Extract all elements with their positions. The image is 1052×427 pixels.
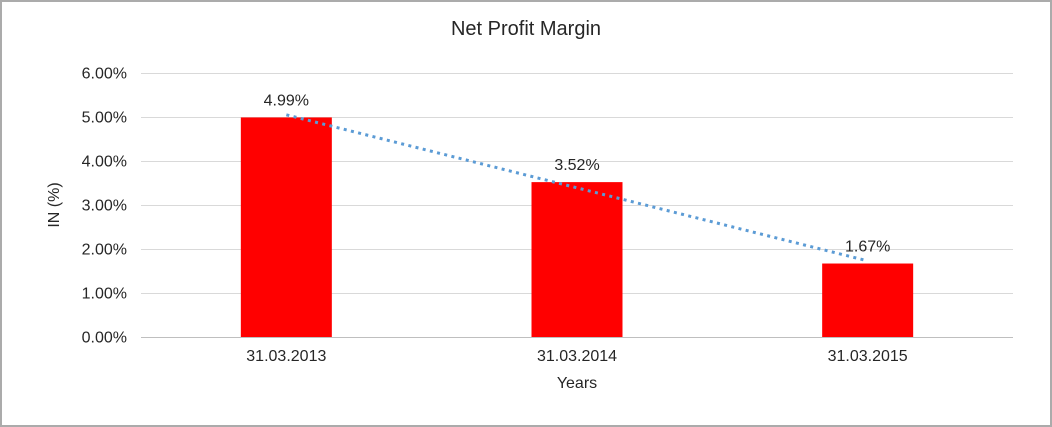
y-tick-label: 3.00% [82,198,127,215]
x-axis-title: Years [556,375,598,392]
x-category-label: 31.03.2013 [246,348,326,365]
bar [531,182,623,337]
bar [240,117,332,337]
bar [822,263,914,337]
x-category-label: 31.03.2015 [828,348,908,365]
y-tick-label: 4.00% [82,154,127,171]
chart-title: Net Profit Margin [450,18,602,40]
bar-data-label: 1.67% [845,239,890,256]
bar-data-label: 4.99% [264,92,309,109]
y-tick-label: 0.00% [82,330,127,347]
y-tick-label: 1.00% [82,286,127,303]
y-tick-label: 6.00% [82,66,127,83]
y-tick-label: 2.00% [82,242,127,259]
y-tick-label: 5.00% [82,110,127,127]
bar-data-label: 3.52% [554,157,599,174]
x-category-label: 31.03.2014 [537,348,617,365]
